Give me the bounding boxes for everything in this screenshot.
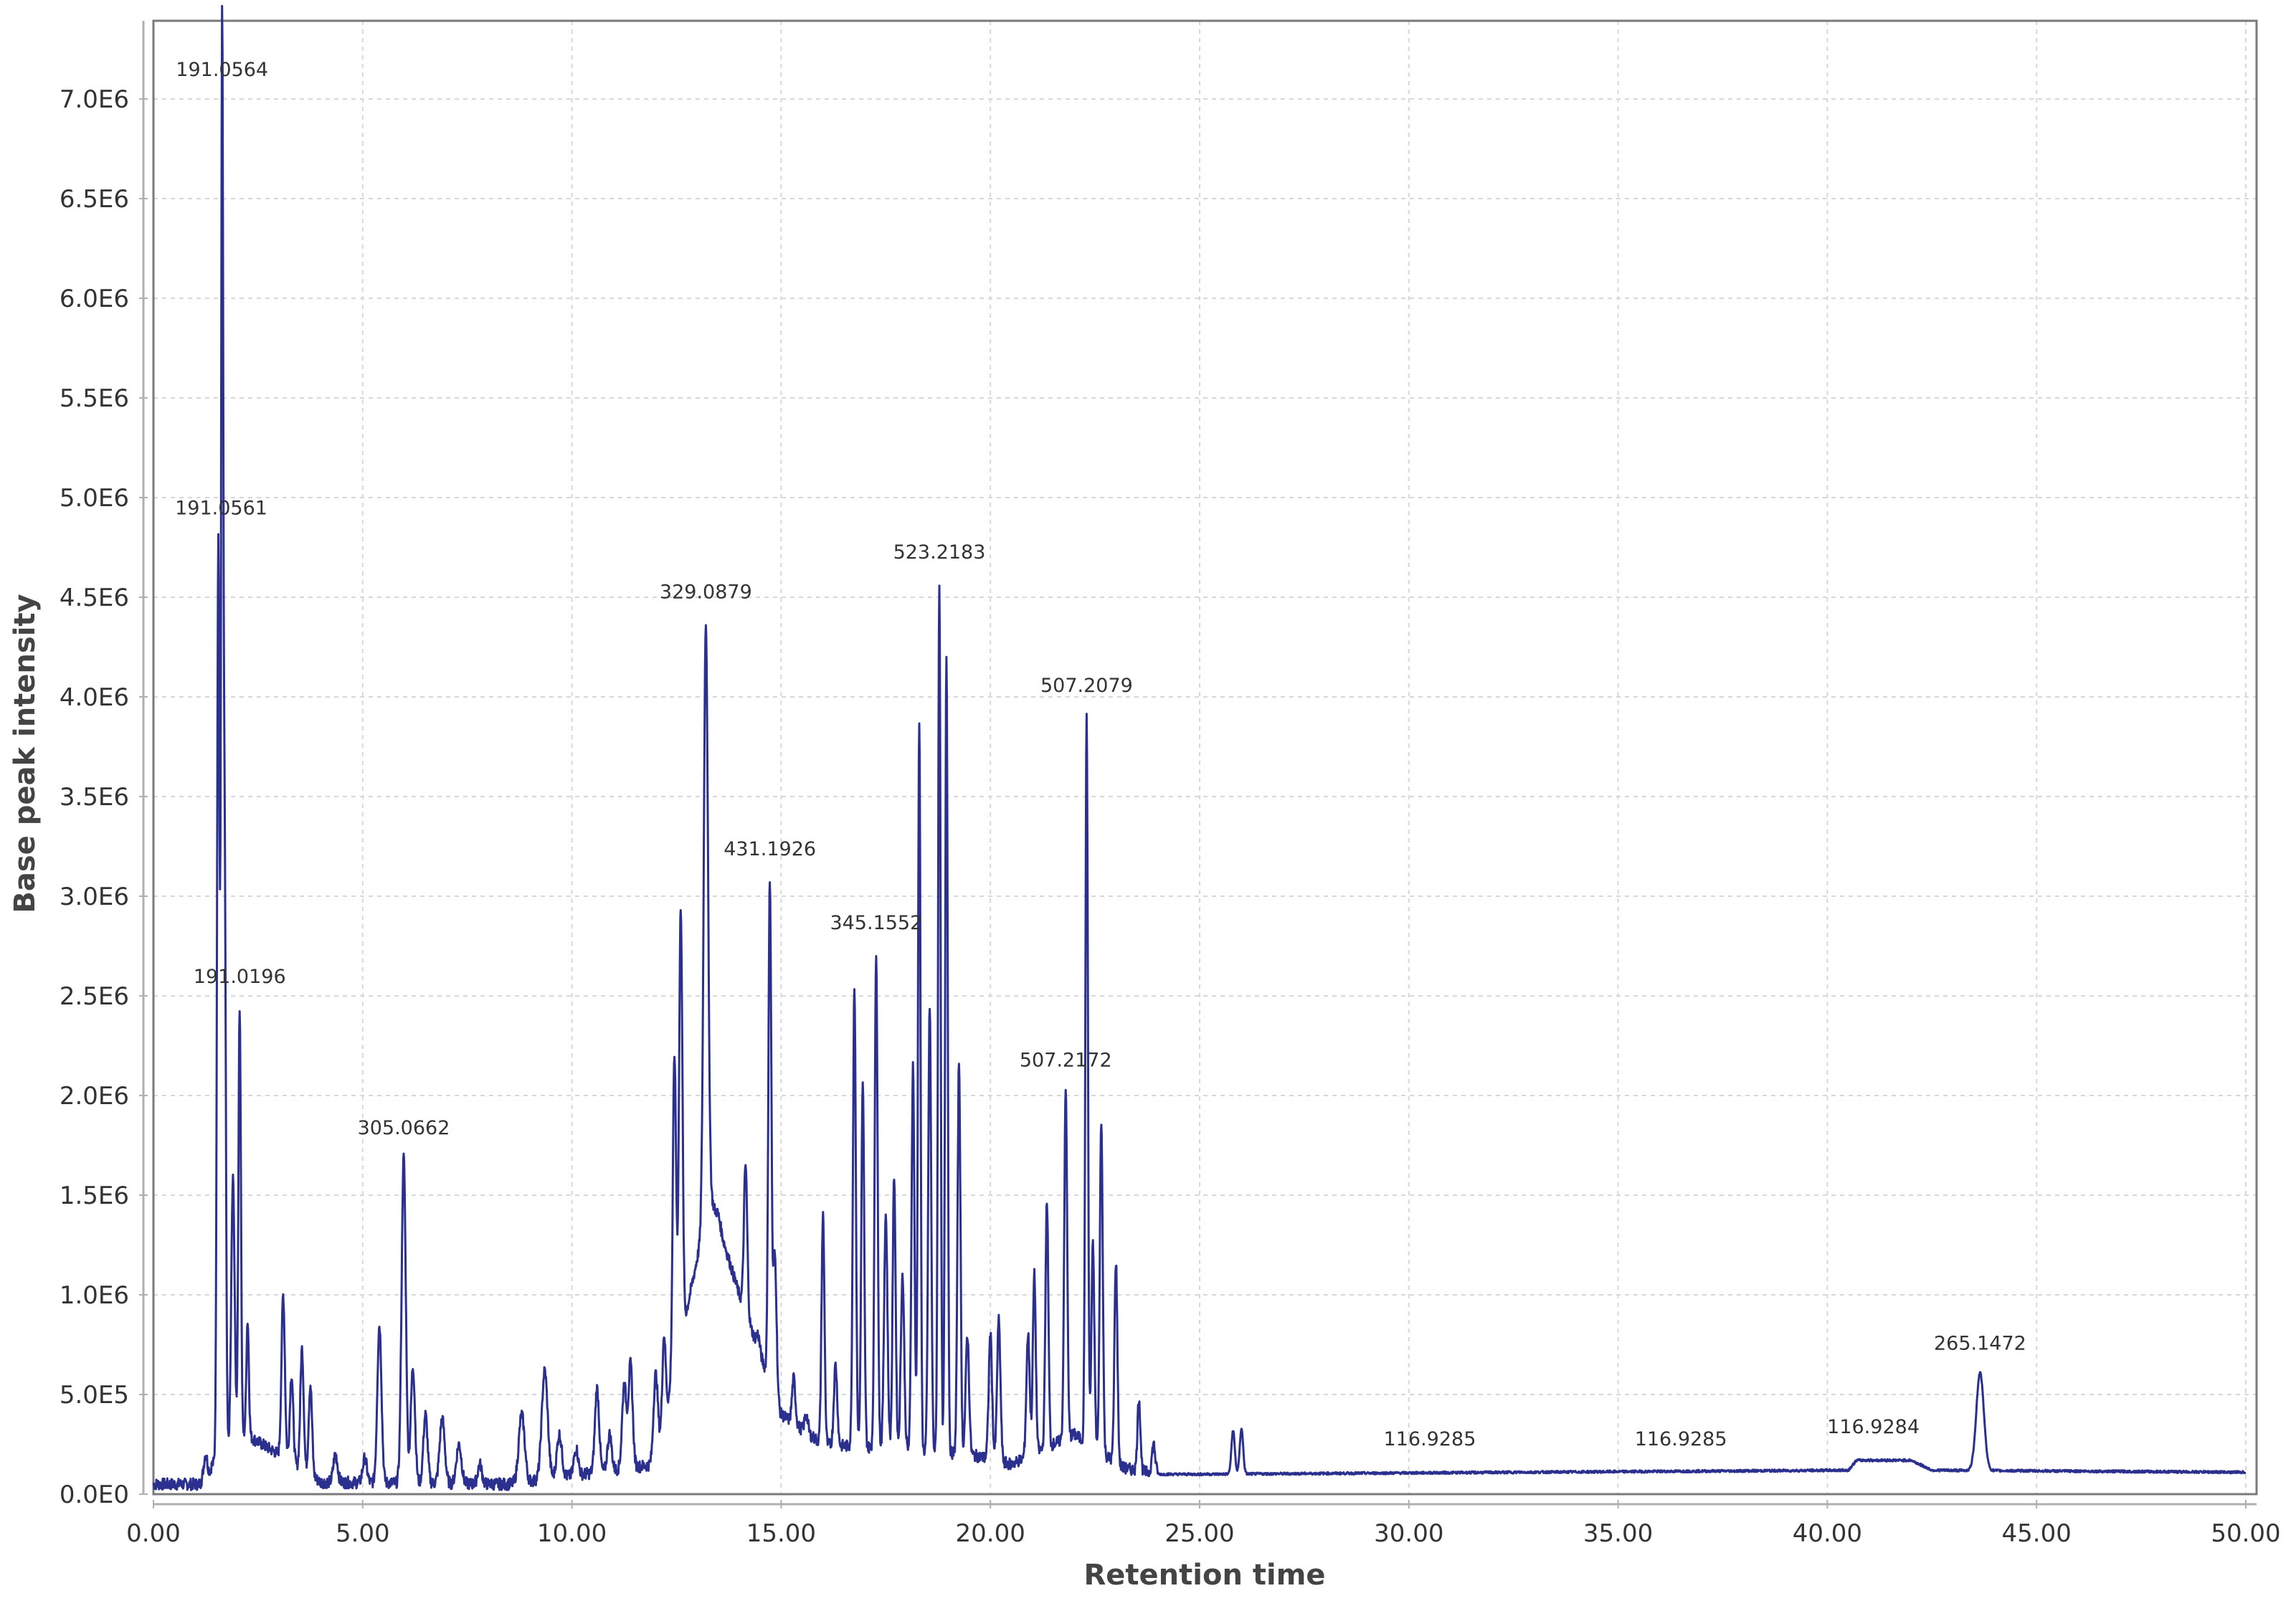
peak-label: 191.0564 <box>176 59 268 81</box>
peak-label: 191.0561 <box>175 498 267 520</box>
peak-label: 523.2183 <box>893 541 986 564</box>
y-tick-label: 0.0E0 <box>60 1481 129 1509</box>
y-tick-label: 2.0E6 <box>60 1082 129 1111</box>
x-tick-label: 50.00 <box>2211 1519 2280 1548</box>
peak-label: 507.2172 <box>1020 1050 1112 1072</box>
y-tick-label: 1.0E6 <box>60 1281 129 1310</box>
x-tick-label: 25.00 <box>1164 1519 1234 1548</box>
y-axis-ticks: 0.0E0 5.0E5 1.0E6 1.5E6 2.0E6 2.5E6 3.0E6 3.5E6… <box>60 85 148 1509</box>
x-tick-label: 15.00 <box>746 1519 816 1548</box>
peak-label: 116.9284 <box>1827 1416 1920 1438</box>
peak-label: 305.0662 <box>358 1117 450 1139</box>
y-tick-label: 5.0E5 <box>60 1381 129 1410</box>
peak-label: 507.2079 <box>1040 675 1133 697</box>
x-tick-label: 45.00 <box>2002 1519 2072 1548</box>
peak-label: 265.1472 <box>1934 1332 2026 1354</box>
y-tick-label: 2.5E6 <box>60 982 129 1011</box>
gridlines <box>153 21 2257 1494</box>
y-axis-title: Base peak intensity <box>9 594 42 913</box>
peak-label: 345.1552 <box>830 912 922 934</box>
y-tick-label: 7.0E6 <box>60 85 129 114</box>
peak-label: 116.9285 <box>1384 1428 1476 1450</box>
y-tick-label: 1.5E6 <box>60 1182 129 1210</box>
x-tick-label: 10.00 <box>537 1519 607 1548</box>
x-tick-label: 0.00 <box>126 1519 181 1548</box>
x-tick-label: 5.00 <box>336 1519 390 1548</box>
peak-label: 431.1926 <box>724 838 816 860</box>
x-tick-label: 35.00 <box>1583 1519 1653 1548</box>
x-tick-label: 30.00 <box>1374 1519 1443 1548</box>
x-tick-label: 40.00 <box>1793 1519 1862 1548</box>
peak-label: 116.9285 <box>1635 1428 1727 1450</box>
x-axis-title: Retention time <box>1083 1559 1325 1592</box>
plot-frame <box>152 19 2258 1496</box>
x-tick-label: 20.00 <box>956 1519 1025 1548</box>
y-tick-label: 5.5E6 <box>60 384 129 413</box>
peak-label: 329.0879 <box>660 581 752 603</box>
y-tick-label: 6.5E6 <box>60 185 129 214</box>
y-tick-label: 4.0E6 <box>60 683 129 712</box>
chromatogram-trace <box>152 4 2247 1491</box>
peak-annotations: 191.0564 191.0561 191.0196 305.0662 329.0879… <box>175 59 2026 1450</box>
y-tick-label: 3.5E6 <box>60 783 129 812</box>
y-tick-label: 6.0E6 <box>60 285 129 313</box>
y-tick-label: 3.0E6 <box>60 883 129 911</box>
y-tick-label: 4.5E6 <box>60 584 129 612</box>
x-axis-ticks: 0.00 5.00 10.00 15.00 20.00 25.00 30.00 35.00 40… <box>126 1500 2281 1548</box>
peak-label: 191.0196 <box>194 966 286 988</box>
y-tick-label: 5.0E6 <box>60 484 129 513</box>
